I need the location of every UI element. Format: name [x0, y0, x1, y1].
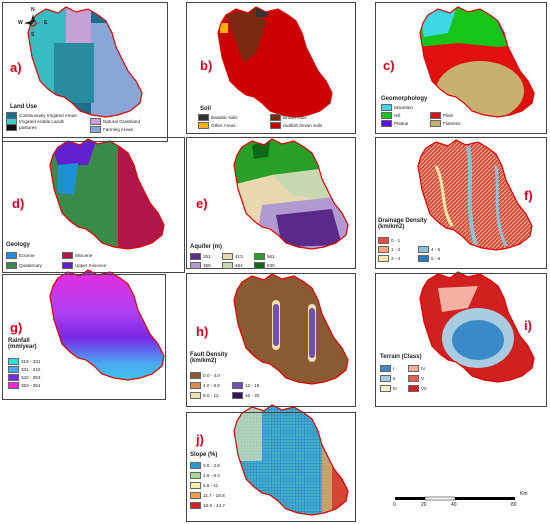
legend-item: 18.9 - 44.7: [190, 502, 225, 509]
legend-item: Other Areas: [198, 122, 236, 129]
legend-title-terrain: Terrain (Class): [380, 354, 422, 360]
legend-item: 11.7 - 18.8: [190, 492, 225, 499]
legend-item: 0 - 1: [378, 237, 400, 244]
legend-item: 358: [190, 262, 211, 269]
panel-label-i: i): [524, 318, 532, 333]
panel-slope: [186, 412, 356, 522]
scale-bar: [395, 496, 515, 501]
legend-item: 0.0 - 2.8: [190, 462, 220, 469]
legend-item: 561: [254, 253, 275, 260]
compass-rose-icon: [24, 14, 42, 32]
panel-label-d: d): [12, 196, 25, 211]
panel-label-e: e): [196, 196, 208, 211]
legend-item: Hill: [381, 112, 400, 119]
legend-item: I: [380, 365, 394, 372]
scale-tick-0: 0: [393, 502, 396, 508]
legend-item: 484: [222, 262, 243, 269]
legend-item: reddish brown soils: [270, 122, 322, 129]
legend-title-rainfall: Rainfall (mm/year): [8, 338, 37, 350]
panel-geology: [2, 137, 185, 273]
legend-item: 4 - 5: [418, 246, 440, 253]
panel-land-use: [2, 2, 168, 142]
compass-e: E: [44, 20, 48, 26]
scale-tick-80: 80: [511, 502, 517, 508]
scale-tick-20: 20: [421, 502, 427, 508]
legend-item: Mountain: [381, 104, 413, 111]
panel-label-h: h): [196, 324, 209, 339]
legend-item: Basaltic soils: [198, 114, 238, 121]
panel-label-a: a): [10, 60, 22, 75]
legend-item: 4.0 - 8.0: [190, 382, 220, 389]
panel-terrain: [375, 273, 547, 407]
compass-w: W: [18, 20, 23, 26]
legend-item: Miocene: [62, 252, 92, 259]
legend-item: Natural Grassland: [90, 118, 140, 125]
legend-item: V: [408, 375, 424, 382]
scale-tick-40: 40: [451, 502, 457, 508]
legend-item: 0.0 - 4.0: [190, 372, 220, 379]
panel-soil: [186, 2, 356, 134]
legend-item: Plain: [430, 112, 453, 119]
legend-item: 342 - 353: [8, 374, 40, 381]
legend-item: 630: [254, 262, 275, 269]
legend-title-land-use: Land Use: [10, 104, 38, 110]
legend-item: Quaternary: [6, 262, 42, 269]
legend-item: 16 - 20: [232, 392, 259, 399]
legend-item: 3 - 4: [378, 255, 400, 262]
legend-item: pastures: [6, 124, 37, 131]
legend-item: 318 - 331: [8, 358, 40, 365]
legend-title-geomorphology: Geomorphology: [381, 96, 428, 102]
panel-fault-density: [186, 273, 356, 407]
legend-item: 353 - 364: [8, 382, 40, 389]
legend-item: IV: [408, 365, 425, 372]
legend-item: 1 - 2: [378, 246, 400, 253]
legend-item: 6.5 - 11: [190, 482, 218, 489]
legend-item: 5 - 6: [418, 255, 440, 262]
legend-item: III: [380, 385, 397, 392]
legend-title-soil: Soil: [200, 106, 212, 112]
legend-item: Eocene: [6, 252, 35, 259]
legend-title-fault-density: Fault Density (km/km2): [190, 352, 228, 364]
legend-title-drainage-density: Drainage Density (km/km2): [378, 218, 428, 230]
legend-item: 8.0 - 12: [190, 392, 219, 399]
scale-unit: Km: [520, 491, 528, 497]
panel-label-j: j): [196, 432, 204, 447]
legend-item: 12 - 16: [232, 382, 259, 389]
legend-item: Brown soils: [270, 114, 307, 121]
legend-item: VII: [408, 385, 427, 392]
legend-item: 331 - 342: [8, 366, 40, 373]
panel-aquifer: [186, 137, 356, 269]
legend-item: Flatness: [430, 120, 460, 127]
legend-item: II: [380, 375, 396, 382]
panel-label-c: c): [383, 58, 395, 73]
panel-drainage-density: [375, 137, 547, 269]
legend-title-slope: Slope (%): [190, 452, 218, 458]
legend-item: Plattue: [381, 120, 408, 127]
legend-title-aquifer: Aquifer (m): [190, 244, 222, 250]
compass-s: S: [31, 32, 35, 38]
legend-title-geology: Geology: [6, 242, 31, 248]
panel-label-f: f): [524, 188, 533, 203]
panel-rainfall: [2, 274, 166, 400]
panel-label-b: b): [200, 58, 213, 73]
legend-item: Farming Areas: [90, 126, 133, 133]
compass-n: N: [31, 7, 35, 13]
legend-item: 251: [190, 253, 211, 260]
legend-item: 413: [222, 253, 243, 260]
panel-geomorphology: [375, 2, 547, 134]
legend-item: 2.8 - 6.4: [190, 472, 220, 479]
legend-item: Upper miocene: [62, 262, 106, 269]
panel-label-g: g): [10, 320, 23, 335]
